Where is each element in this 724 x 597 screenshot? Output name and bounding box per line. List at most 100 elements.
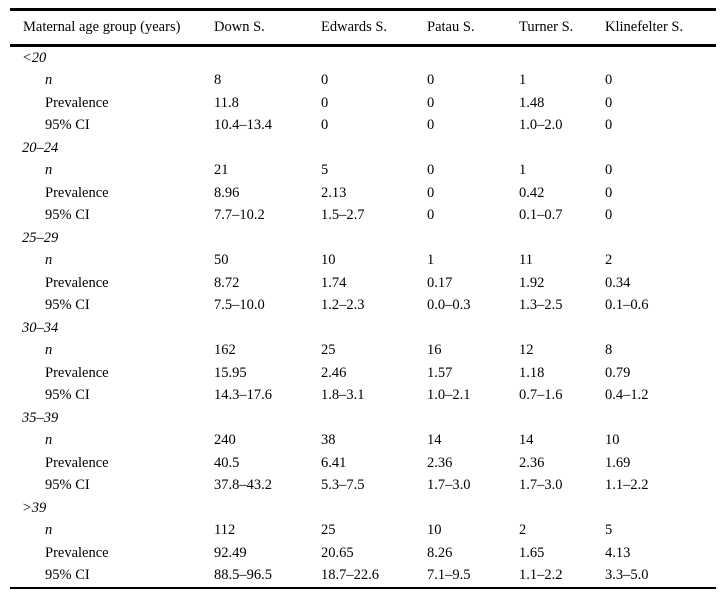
col-header-maternal-age-group: Maternal age group (years) [23, 19, 181, 35]
cell-value: 0.1–0.7 [519, 207, 563, 224]
prevalence-by-maternal-age-table: Maternal age group (years) Down S. Edwar… [10, 8, 716, 589]
cell-value: 1.48 [519, 94, 545, 111]
data-row: Prevalence 11.8 0 0 1.48 0 [10, 92, 716, 115]
col-header-edwards-s: Edwards S. [321, 19, 388, 35]
cell-value: 0.79 [605, 364, 631, 381]
col-header-down-s: Down S. [214, 19, 265, 35]
cell-value: 0 [605, 94, 613, 111]
cell-value: 240 [214, 432, 236, 449]
col-header-turner-s: Turner S. [519, 19, 574, 35]
cell-value: 10.4–13.4 [214, 117, 272, 134]
cell-value: 2.13 [321, 184, 347, 201]
row-label: Prevalence [45, 184, 109, 201]
row-label: n [45, 342, 53, 359]
cell-value: 20.65 [321, 544, 354, 561]
row-label: Prevalence [45, 274, 109, 291]
col-header-klinefelter-s: Klinefelter S. [605, 19, 684, 35]
data-row: Prevalence 8.72 1.74 0.17 1.92 0.34 [10, 272, 716, 295]
cell-value: 10 [605, 432, 620, 449]
cell-value: 0.7–1.6 [519, 387, 563, 404]
cell-value: 8 [605, 342, 613, 359]
data-row: n 8 0 0 1 0 [10, 70, 716, 93]
row-label: n [45, 522, 53, 539]
cell-value: 162 [214, 342, 236, 359]
data-row: n 240 38 14 14 10 [10, 430, 716, 453]
cell-value: 1.1–2.2 [605, 477, 649, 494]
age-group-row: 25–29 [10, 227, 716, 250]
data-row: n 21 5 0 1 0 [10, 160, 716, 183]
cell-value: 10 [427, 522, 442, 539]
cell-value: 0 [427, 162, 435, 179]
age-group-label: 25–29 [22, 229, 59, 246]
cell-value: 1.18 [519, 364, 545, 381]
data-row: Prevalence 92.49 20.65 8.26 1.65 4.13 [10, 542, 716, 565]
cell-value: 92.49 [214, 544, 247, 561]
row-label: 95% CI [45, 567, 90, 584]
data-row: n 162 25 16 12 8 [10, 340, 716, 363]
cell-value: 0 [427, 207, 435, 224]
cell-value: 2 [605, 252, 613, 269]
data-row: 95% CI 7.7–10.2 1.5–2.7 0 0.1–0.7 0 [10, 205, 716, 228]
age-group-label: 35–39 [22, 409, 59, 426]
age-group-row: <20 [10, 46, 716, 70]
cell-value: 0.42 [519, 184, 545, 201]
cell-value: 1.0–2.0 [519, 117, 563, 134]
cell-value: 15.95 [214, 364, 247, 381]
age-group-label: 20–24 [22, 139, 59, 156]
cell-value: 0 [605, 117, 613, 134]
cell-value: 11 [519, 252, 533, 269]
row-label: 95% CI [45, 387, 90, 404]
cell-value: 2.46 [321, 364, 347, 381]
age-group-label: <20 [22, 49, 47, 66]
data-row: 95% CI 7.5–10.0 1.2–2.3 0.0–0.3 1.3–2.5 0.1–0… [10, 295, 716, 318]
cell-value: 14 [427, 432, 442, 449]
cell-value: 0.4–1.2 [605, 387, 649, 404]
cell-value: 50 [214, 252, 229, 269]
cell-value: 0.17 [427, 274, 453, 291]
row-label: 95% CI [45, 117, 90, 134]
cell-value: 1.65 [519, 544, 545, 561]
table-body: <20 n 8 0 0 1 0 Prevalence 11.8 0 0 1.48 0 95% CI 10.4… [10, 46, 716, 589]
cell-value: 88.5–96.5 [214, 567, 272, 584]
cell-value: 37.8–43.2 [214, 477, 272, 494]
data-row: 95% CI 14.3–17.6 1.8–3.1 1.0–2.1 0.7–1.6 0.4–… [10, 385, 716, 408]
row-label: Prevalence [45, 364, 109, 381]
cell-value: 7.1–9.5 [427, 567, 471, 584]
cell-value: 18.7–22.6 [321, 567, 379, 584]
cell-value: 0 [605, 162, 613, 179]
col-header-patau-s: Patau S. [427, 19, 475, 35]
row-label: 95% CI [45, 297, 90, 314]
cell-value: 1 [519, 72, 527, 89]
data-row: 95% CI 37.8–43.2 5.3–7.5 1.7–3.0 1.7–3.0 1.1–… [10, 475, 716, 498]
cell-value: 0 [427, 184, 435, 201]
cell-value: 5.3–7.5 [321, 477, 365, 494]
cell-value: 5 [605, 522, 613, 539]
cell-value: 1.92 [519, 274, 545, 291]
cell-value: 21 [214, 162, 229, 179]
cell-value: 0 [427, 72, 435, 89]
cell-value: 6.41 [321, 454, 347, 471]
cell-value: 8 [214, 72, 222, 89]
data-row: 95% CI 10.4–13.4 0 0 1.0–2.0 0 [10, 115, 716, 138]
data-row: Prevalence 8.96 2.13 0 0.42 0 [10, 182, 716, 205]
cell-value: 2.36 [519, 454, 545, 471]
cell-value: 0 [605, 72, 613, 89]
row-label: 95% CI [45, 477, 90, 494]
cell-value: 1.7–3.0 [519, 477, 563, 494]
cell-value: 1.74 [321, 274, 347, 291]
cell-value: 40.5 [214, 454, 240, 471]
cell-value: 1.3–2.5 [519, 297, 563, 314]
cell-value: 7.7–10.2 [214, 207, 265, 224]
cell-value: 1.1–2.2 [519, 567, 563, 584]
cell-value: 7.5–10.0 [214, 297, 265, 314]
row-label: n [45, 162, 53, 179]
cell-value: 14.3–17.6 [214, 387, 272, 404]
cell-value: 112 [214, 522, 236, 539]
age-group-row: 30–34 [10, 317, 716, 340]
cell-value: 25 [321, 342, 336, 359]
cell-value: 3.3–5.0 [605, 567, 649, 584]
age-group-label: >39 [22, 499, 47, 516]
cell-value: 0 [321, 94, 329, 111]
cell-value: 14 [519, 432, 534, 449]
